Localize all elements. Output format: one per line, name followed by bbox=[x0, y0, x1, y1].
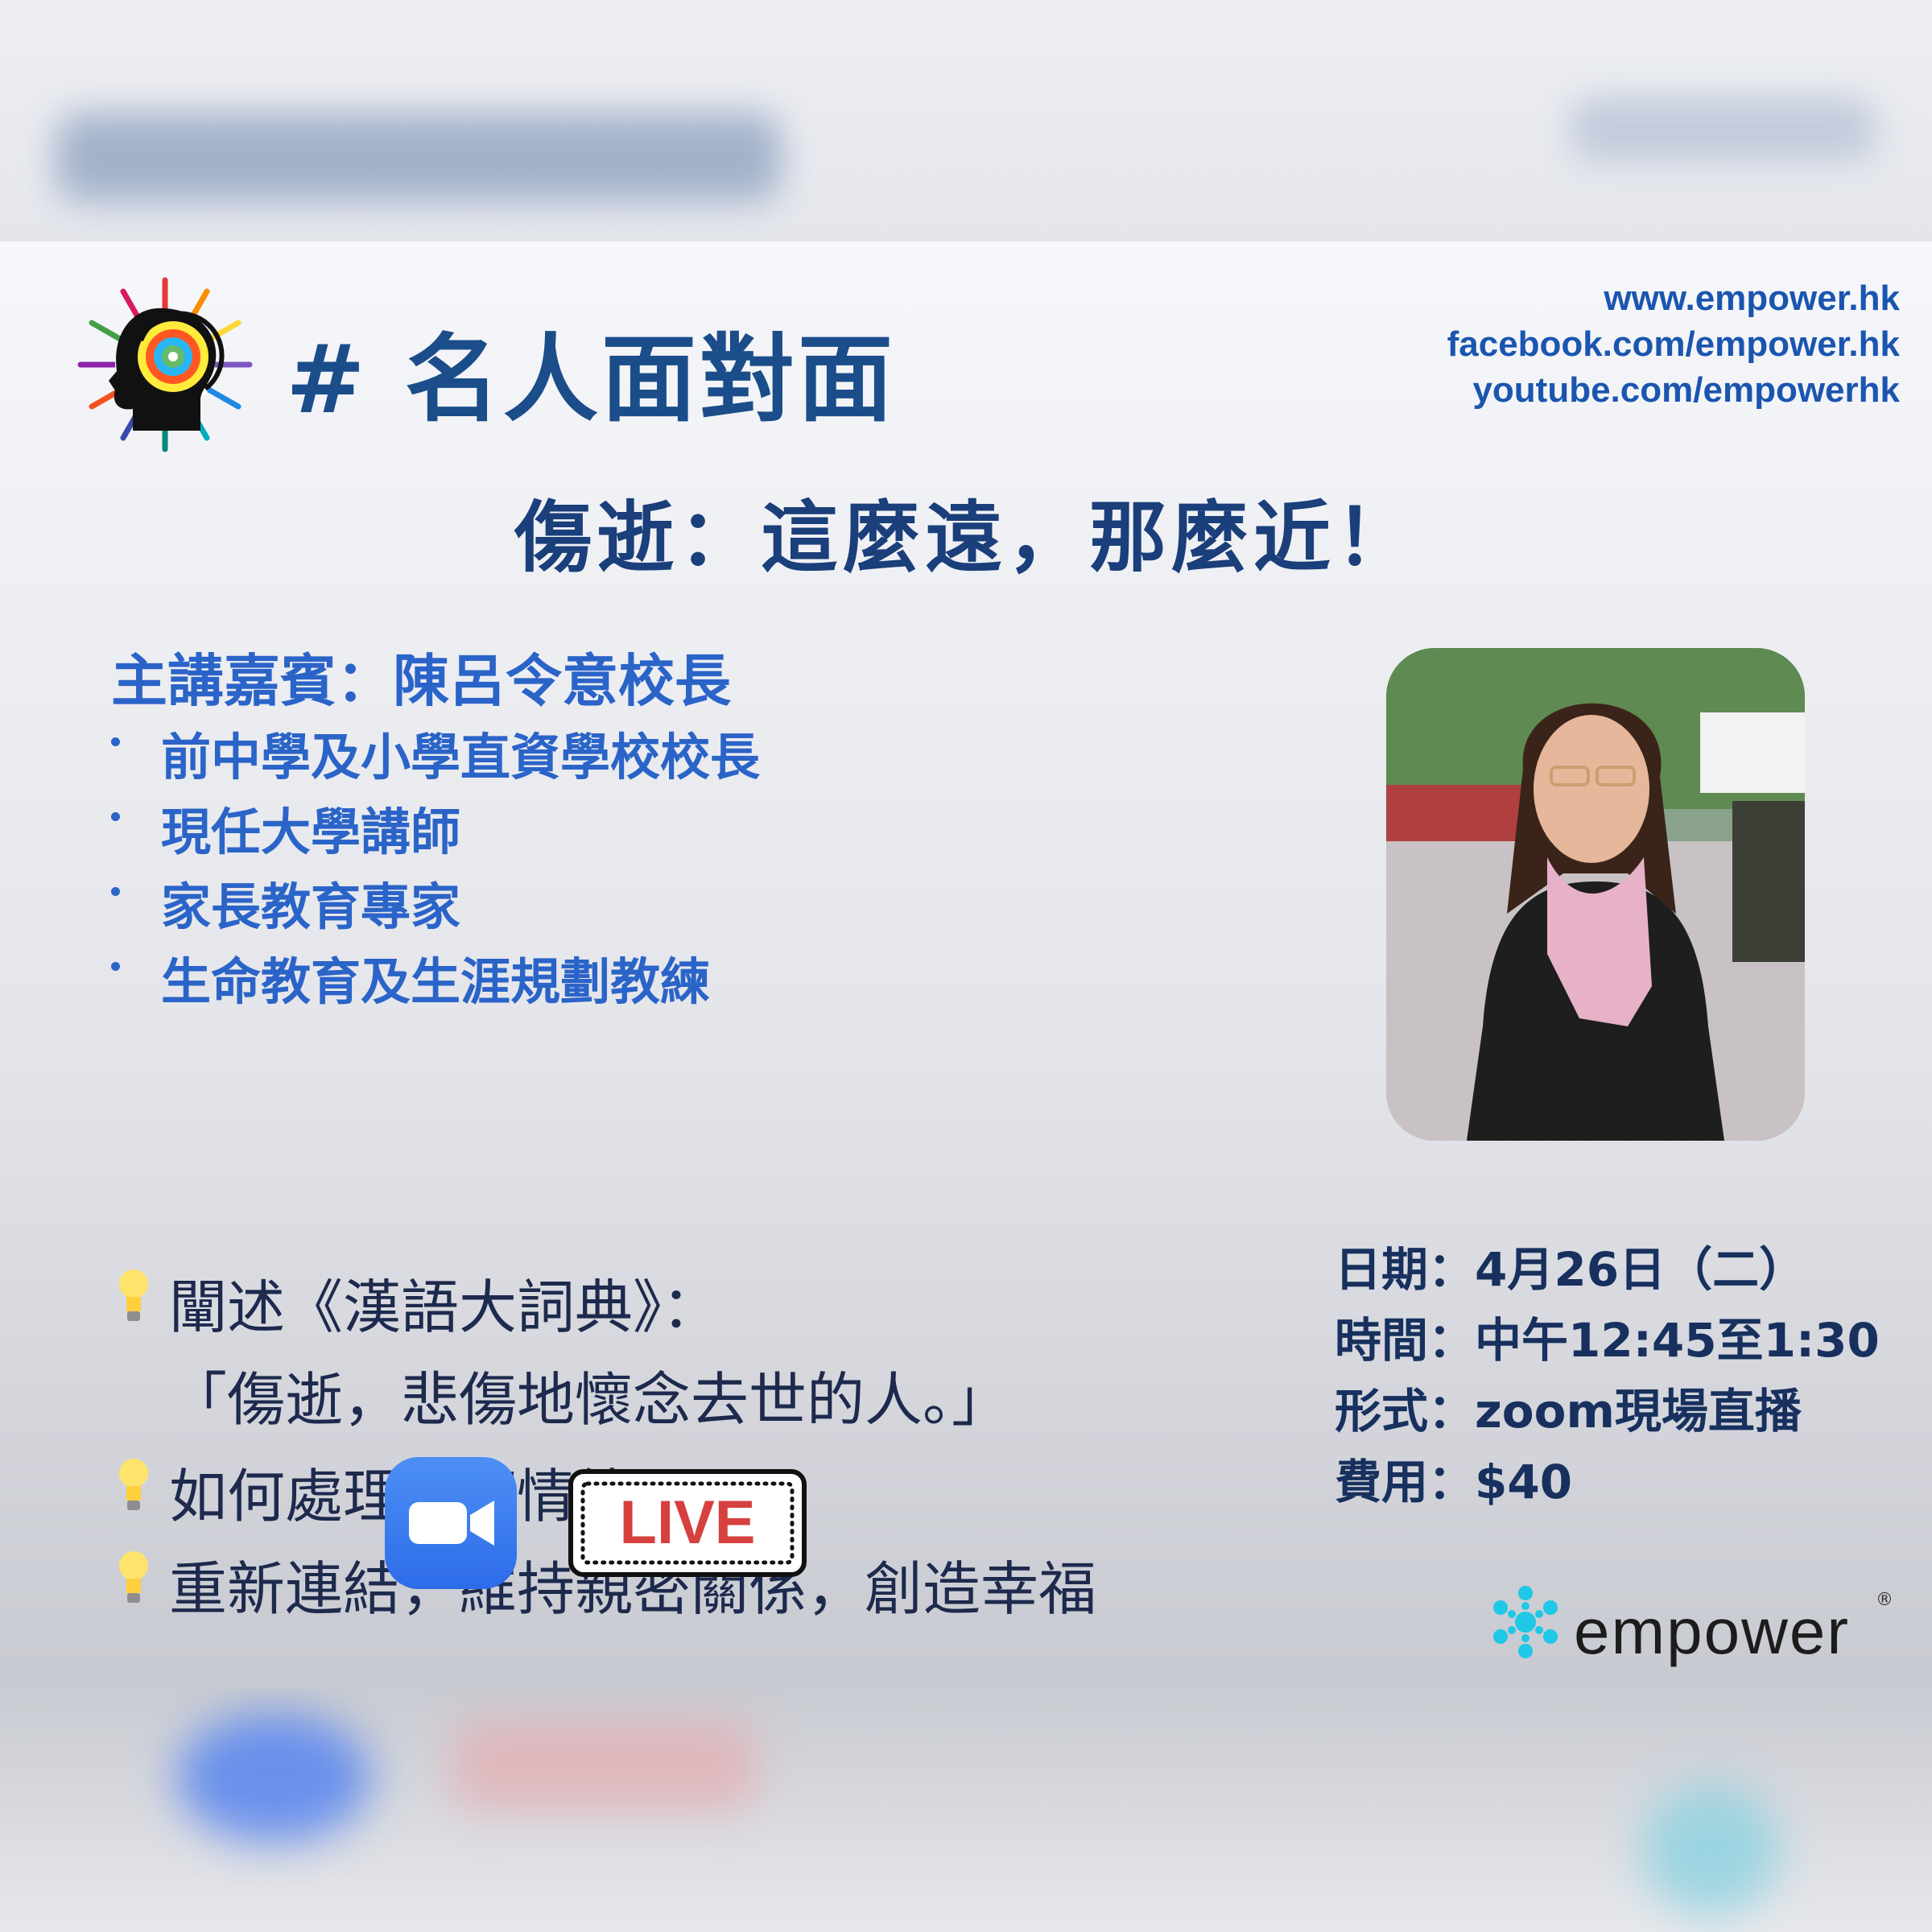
talk-title: 傷逝：這麼遠，那麼近！ bbox=[0, 475, 1932, 587]
credential-item: 家長教育專家 bbox=[105, 866, 760, 941]
event-details: 日期：4月26日（二） 時間：中午12:45至1:30 形式：zoom現場直播 … bbox=[1335, 1232, 1880, 1515]
zoom-video-icon bbox=[385, 1457, 517, 1589]
youtube-link[interactable]: youtube.com/empowerhk bbox=[1447, 367, 1900, 413]
live-label: LIVE bbox=[620, 1488, 756, 1557]
registered-mark: ® bbox=[1876, 1590, 1893, 1610]
website-link[interactable]: www.empower.hk bbox=[1447, 275, 1900, 321]
social-links: www.empower.hk facebook.com/empower.hk y… bbox=[1447, 275, 1900, 413]
lightbulb-icon bbox=[118, 1548, 150, 1606]
brand-name: empower bbox=[1574, 1595, 1850, 1669]
event-format: 形式：zoom現場直播 bbox=[1335, 1373, 1880, 1444]
bullet-icon bbox=[111, 887, 120, 896]
lightbulb-icon bbox=[118, 1455, 150, 1513]
credential-item: 前中學及小學直資學校校長 bbox=[105, 716, 760, 791]
lightbulb-icon bbox=[118, 1266, 150, 1324]
snowflake-logo-icon bbox=[1485, 1582, 1566, 1662]
empower-brand: empower ® bbox=[1485, 1582, 1888, 1678]
event-fee: 費用：$40 bbox=[1335, 1444, 1880, 1515]
bullet-icon bbox=[111, 737, 120, 746]
blurred-background-top bbox=[0, 0, 1932, 242]
head-arrows-logo bbox=[68, 270, 262, 463]
bullet-icon bbox=[111, 812, 120, 821]
talk-point: 闡述《漢語大詞典》： bbox=[113, 1260, 1096, 1352]
guest-credentials: 前中學及小學直資學校校長 現任大學講師 家長教育專家 生命教育及生涯規劃教練 bbox=[105, 716, 760, 1016]
live-badge: LIVE bbox=[568, 1469, 807, 1577]
event-date: 日期：4月26日（二） bbox=[1335, 1232, 1880, 1302]
credential-item: 現任大學講師 bbox=[105, 791, 760, 866]
credential-item: 生命教育及生涯規劃教練 bbox=[105, 941, 760, 1016]
facebook-link[interactable]: facebook.com/empower.hk bbox=[1447, 321, 1900, 367]
event-time: 時間：中午12:45至1:30 bbox=[1335, 1302, 1880, 1373]
poster-card: # 名人面對面 www.empower.hk facebook.com/empo… bbox=[0, 242, 1932, 1689]
blurred-background-bottom bbox=[0, 1689, 1932, 1932]
bullet-icon bbox=[111, 962, 120, 971]
talk-points: 闡述《漢語大詞典》： 「傷逝，悲傷地懷念去世的人。」 如何處理負面情緒 重新連結… bbox=[113, 1260, 1096, 1634]
guest-heading: 主講嘉賓：陳呂令意校長 bbox=[111, 636, 731, 717]
speaker-photo bbox=[1386, 648, 1805, 1141]
program-title: # 名人面對面 bbox=[286, 302, 896, 440]
talk-point-quote: 「傷逝，悲傷地懷念去世的人。」 bbox=[113, 1352, 1096, 1449]
